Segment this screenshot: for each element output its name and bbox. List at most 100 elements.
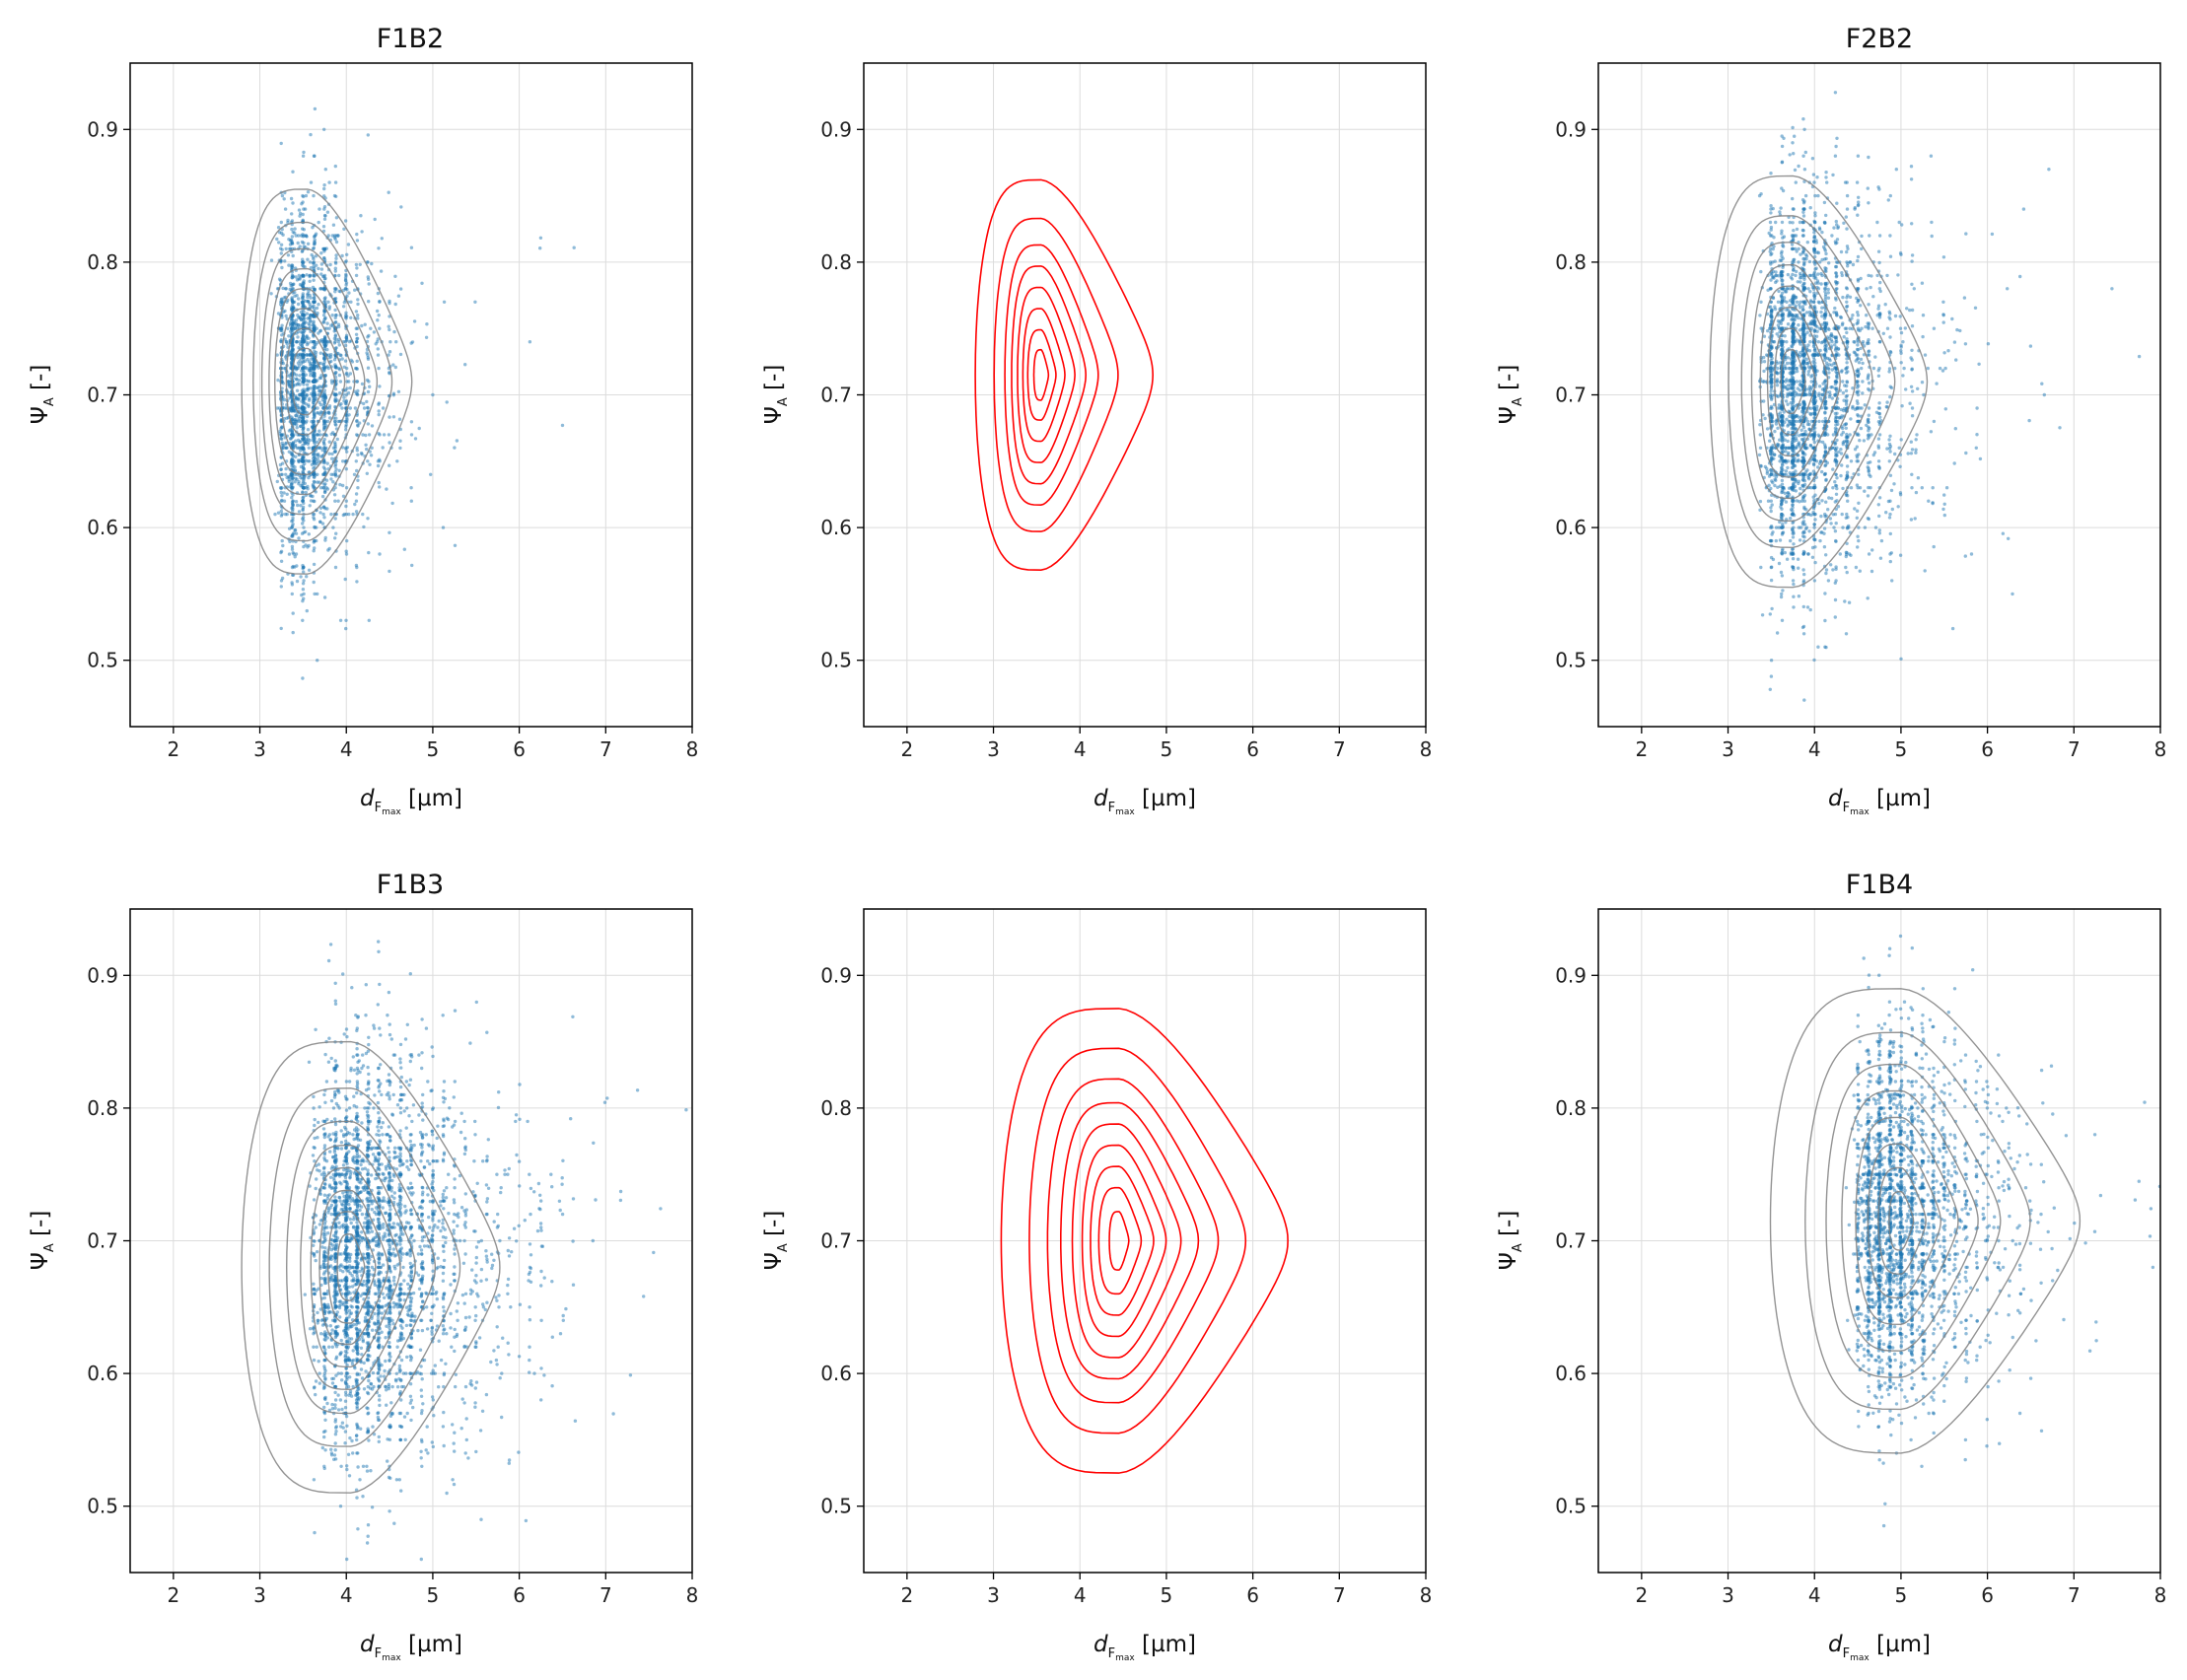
scatter-point: [291, 534, 295, 538]
scatter-point: [1795, 269, 1799, 274]
scatter-point: [1775, 631, 1780, 635]
scatter-point: [301, 333, 305, 338]
scatter-point: [387, 190, 390, 194]
scatter-point: [335, 437, 339, 442]
scatter-point: [366, 277, 371, 281]
scatter-point: [353, 288, 357, 292]
scatter-point: [1799, 280, 1802, 284]
scatter-point: [302, 525, 306, 529]
scatter-point: [325, 347, 329, 352]
scatter-point: [1871, 366, 1876, 371]
scatter-point: [317, 446, 320, 450]
scatter-point: [284, 287, 288, 291]
scatter-point: [1844, 426, 1849, 430]
scatter-point: [321, 320, 325, 324]
y-tick-label: 0.9: [87, 117, 118, 141]
scatter-point: [293, 445, 298, 449]
scatter-point: [377, 409, 381, 413]
scatter-point: [344, 486, 349, 490]
scatter-point: [302, 406, 306, 410]
scatter-point: [290, 581, 294, 585]
scatter-point: [1894, 168, 1899, 172]
scatter-point: [301, 200, 305, 204]
scatter-point: [291, 403, 295, 407]
scatter-point: [322, 516, 326, 520]
scatter-point: [344, 504, 348, 509]
scatter-point: [364, 443, 368, 447]
scatter-point: [1833, 480, 1837, 484]
scatter-point: [1783, 364, 1787, 368]
scatter-point: [370, 424, 375, 428]
scatter-point: [1769, 468, 1773, 472]
scatter-point: [315, 364, 319, 369]
scatter-point: [298, 416, 302, 421]
scatter-point: [345, 538, 349, 543]
scatter-point: [345, 371, 349, 376]
scatter-point: [379, 269, 384, 273]
scatter-point: [321, 225, 326, 229]
scatter-point: [1869, 486, 1872, 490]
scatter-point: [1824, 568, 1829, 572]
scatter-point: [1866, 186, 1870, 190]
scatter-point: [1885, 447, 1889, 451]
scatter-point: [380, 237, 384, 241]
scatter-point: [1839, 473, 1843, 478]
contour-line: [279, 308, 346, 455]
scatter-point: [1794, 180, 1799, 184]
scatter-point: [288, 243, 293, 246]
scatter-point: [1877, 531, 1882, 535]
scatter-point: [362, 401, 366, 406]
scatter-point: [302, 476, 306, 480]
scatter-point: [1801, 568, 1805, 572]
scatter-point: [1798, 383, 1802, 386]
clipped-marks: [974, 178, 1155, 572]
scatter-point: [344, 552, 349, 556]
scatter-point: [301, 418, 306, 423]
scatter-point: [337, 373, 342, 378]
scatter-point: [1792, 582, 1796, 587]
scatter-point: [344, 549, 348, 553]
scatter-point: [318, 520, 322, 524]
scatter-point: [323, 535, 327, 540]
scatter-point: [1805, 362, 1810, 366]
scatter-point: [301, 566, 305, 571]
scatter-point: [330, 314, 334, 317]
scatter-point: [307, 446, 311, 450]
scatter-point: [1796, 557, 1800, 561]
scatter-point: [1855, 180, 1860, 184]
scatter-point: [1801, 358, 1805, 363]
scatter-point: [314, 457, 317, 461]
scatter-point: [1823, 411, 1827, 415]
scatter-point: [1870, 274, 1873, 278]
scatter-point: [1831, 486, 1835, 490]
scatter-point: [308, 396, 312, 400]
scatter-point: [1842, 221, 1846, 225]
scatter-point: [385, 487, 388, 491]
scatter-point: [295, 477, 299, 481]
scatter-point: [333, 365, 337, 370]
scatter-point: [322, 388, 326, 392]
scatter-point: [322, 595, 327, 599]
scatter-point: [293, 555, 297, 559]
scatter-point: [1845, 464, 1850, 468]
scatter-point: [308, 279, 312, 283]
scatter-point: [327, 440, 331, 444]
scatter-point: [1840, 463, 1844, 467]
scatter-point: [333, 180, 338, 184]
scatter-point: [1877, 514, 1881, 519]
scatter-point: [300, 352, 305, 356]
scatter-point: [290, 265, 295, 269]
scatter-point: [1802, 168, 1807, 172]
scatter-point: [322, 369, 326, 373]
scatter-point: [1875, 220, 1879, 225]
scatter-point: [366, 357, 371, 361]
scatter-point: [1844, 402, 1849, 406]
scatter-point: [335, 746, 338, 749]
scatter-point: [322, 446, 326, 450]
scatter-point: [298, 211, 303, 216]
scatter-point: [1876, 437, 1881, 441]
scatter-point: [309, 132, 313, 137]
scatter-point: [341, 494, 346, 498]
scatter-point: [1857, 200, 1861, 204]
scatter-point: [1780, 291, 1785, 295]
